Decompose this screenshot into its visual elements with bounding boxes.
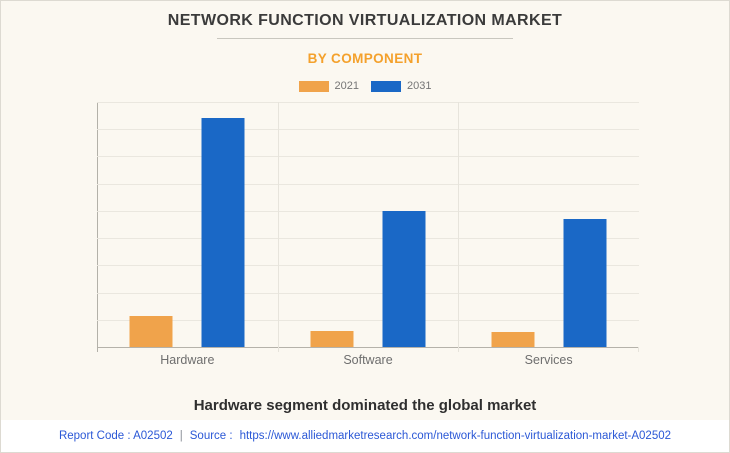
category-hardware [97,102,278,347]
bar-software-2021 [310,330,354,347]
h-gridline [97,183,639,185]
h-gridline [97,238,639,240]
chart-title: NETWORK FUNCTION VIRTUALIZATION MARKET [167,12,563,29]
h-gridline [97,129,639,131]
category-divider [277,102,279,352]
legend-label-2021: 2021 [334,80,359,92]
title-underline [217,38,513,39]
x-axis-label-services: Services [524,353,573,367]
bar-software-2031 [382,210,426,347]
h-gridline [97,156,639,158]
source-link[interactable]: https://www.alliedmarketresearch.com/net… [239,430,672,442]
x-axis-label-hardware: Hardware [160,353,215,367]
bar-services-2031 [563,219,607,347]
h-gridline [97,319,639,321]
legend-item-2031: 2031 [371,80,431,92]
h-gridline [97,210,639,212]
category-services [458,102,639,347]
legend-label-2031: 2031 [407,80,432,92]
legend-swatch-2031 [371,80,401,92]
summary-text: Hardware segment dominated the global ma… [193,397,537,414]
report-code: Report Code : A02502 [58,430,173,442]
x-axis-labels: Hardware Software Services [97,353,639,367]
legend: 2021 2031 [1,80,729,92]
category-software [278,102,459,347]
x-axis-right-tick [638,347,639,352]
source-label: Source : [189,430,233,442]
bar-services-2021 [491,332,535,347]
x-axis-label-software: Software [343,353,393,367]
bar-hardware-2021 [129,315,173,347]
y-axis-line [97,102,98,352]
chart-subtitle: BY COMPONENT [307,51,423,66]
h-gridline [97,292,639,294]
category-divider [458,102,460,352]
plot-area [97,102,639,352]
bar-hardware-2031 [201,118,245,347]
footer-separator: | [179,430,183,442]
h-gridline [97,102,639,103]
h-gridline [97,265,639,267]
legend-swatch-2021 [298,80,329,92]
footer: Report Code : A02502 | Source : https://… [1,420,729,452]
legend-item-2021: 2021 [298,80,359,92]
